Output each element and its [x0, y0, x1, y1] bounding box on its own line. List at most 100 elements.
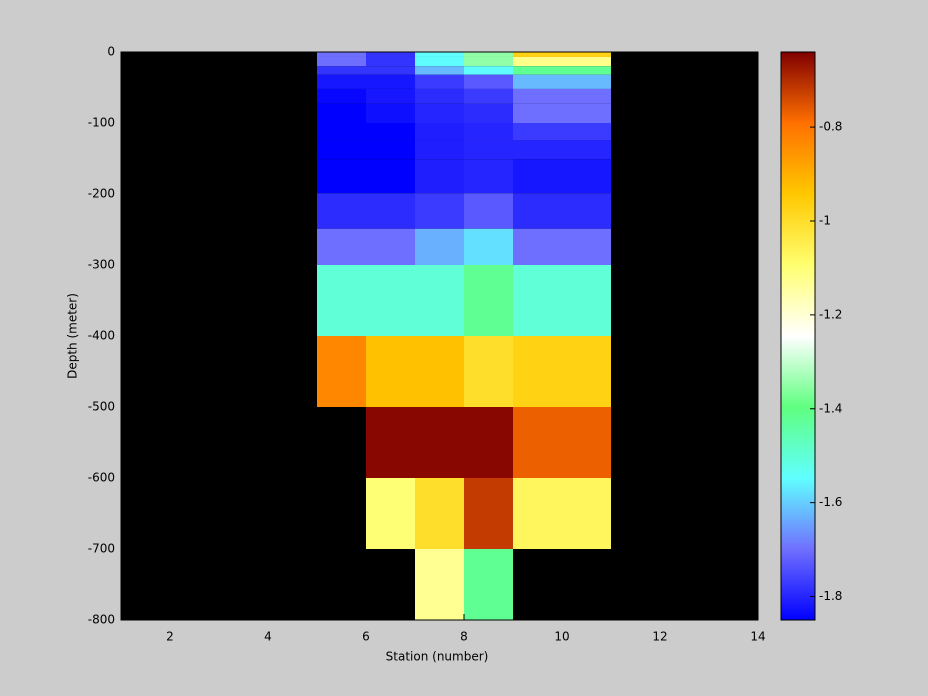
heatmap-cell	[366, 52, 415, 57]
heatmap-cell	[317, 103, 366, 123]
heatmap-cell	[415, 88, 464, 104]
heatmap-cell	[464, 140, 513, 160]
heatmap-cell	[513, 265, 611, 336]
heatmap-cell	[415, 193, 464, 229]
heatmap-cell	[366, 103, 415, 123]
heatmap-cell	[513, 159, 611, 194]
heatmap-cell	[464, 228, 513, 265]
heatmap-cell	[513, 88, 611, 104]
heatmap-cell	[464, 123, 513, 141]
heatmap-cell	[513, 74, 611, 89]
heatmap-cell	[415, 140, 464, 160]
heatmap-cell	[415, 265, 464, 336]
heatmap-cell	[513, 228, 611, 265]
heatmap-cell	[366, 193, 415, 229]
heatmap-cell	[415, 103, 464, 123]
heatmap-cell	[415, 74, 464, 89]
colorbar-tick-label: -0.8	[819, 120, 842, 134]
x-tick-label: 4	[264, 630, 272, 644]
x-tick-label: 12	[652, 630, 667, 644]
heatmap-cell	[464, 66, 513, 75]
colorbar-tick-label: -1.6	[819, 495, 842, 509]
colorbar-tick-label: -1.2	[819, 307, 842, 321]
colorbar-tick-label: -1	[819, 213, 831, 227]
heatmap-cell	[464, 407, 513, 478]
heatmap-cell	[464, 103, 513, 123]
y-tick-label: -200	[88, 187, 115, 201]
heatmap-cell	[415, 336, 464, 407]
heatmap-cell	[415, 549, 464, 620]
heatmap-cell	[464, 478, 513, 549]
heatmap-cell	[415, 123, 464, 141]
heatmap-cell	[513, 478, 611, 549]
heatmap-cell	[366, 74, 415, 89]
heatmap-cell	[464, 549, 513, 620]
heatmap-cell	[464, 56, 513, 67]
x-tick-label: 8	[460, 630, 468, 644]
heatmap-cell	[317, 265, 366, 336]
heatmap-cell	[317, 336, 366, 407]
heatmap-cell	[464, 193, 513, 229]
colorbar	[780, 51, 816, 621]
y-tick-label: -700	[88, 542, 115, 556]
heatmap-cell	[366, 265, 415, 336]
y-tick-label: -800	[88, 613, 115, 627]
heatmap-cell	[317, 140, 366, 160]
heatmap-cell	[317, 123, 366, 141]
x-tick-label: 2	[166, 630, 174, 644]
heatmap-cell	[415, 478, 464, 549]
heatmap-cell	[464, 52, 513, 57]
heatmap-cell	[513, 123, 611, 141]
y-tick-label: -600	[88, 471, 115, 485]
heatmap-cell	[366, 56, 415, 67]
y-tick-label: 0	[107, 45, 115, 59]
heatmap-cell	[366, 478, 415, 549]
heatmap-cell	[366, 88, 415, 104]
colorbar-tick-label: -1.8	[819, 589, 842, 603]
heatmap-cell	[366, 159, 415, 194]
colorbar-tick-label: -1.4	[819, 401, 842, 415]
heatmap-cell	[366, 66, 415, 75]
heatmap-cell	[317, 159, 366, 194]
heatmap-cell	[366, 123, 415, 141]
heatmap-cell	[415, 407, 464, 478]
heatmap-cell	[317, 52, 366, 57]
heatmap-cell	[464, 336, 513, 407]
x-tick-label: 14	[750, 630, 765, 644]
heatmap-cell	[317, 56, 366, 67]
heatmap-cell	[464, 88, 513, 104]
y-tick-label: -300	[88, 258, 115, 272]
heatmap-cell	[513, 52, 611, 57]
heatmap-cell	[513, 56, 611, 67]
heatmap-cell	[366, 140, 415, 160]
heatmap-cell	[513, 336, 611, 407]
heatmap-cell	[317, 66, 366, 75]
heatmap-cell	[513, 66, 611, 75]
heatmap-cell	[464, 265, 513, 336]
heatmap-cell	[317, 74, 366, 89]
y-tick-label: -100	[88, 116, 115, 130]
x-tick-label: 6	[362, 630, 370, 644]
heatmap-cell	[513, 193, 611, 229]
heatmap-cell	[513, 407, 611, 478]
heatmap-cell	[415, 52, 464, 57]
y-tick-label: -400	[88, 329, 115, 343]
heatmap-cell	[366, 407, 415, 478]
heatmap-cell	[513, 103, 611, 123]
heatmap-cell	[415, 228, 464, 265]
heatmap-cell	[366, 228, 415, 265]
heatmap-cell	[317, 228, 366, 265]
x-axis-label: Station (number)	[386, 650, 489, 664]
x-tick-label: 10	[554, 630, 569, 644]
heatmap-cell	[464, 74, 513, 89]
heatmap-cell	[415, 159, 464, 194]
heatmap-cell	[415, 56, 464, 67]
y-axis-label: Depth (meter)	[66, 293, 80, 379]
heatmap-cell	[317, 193, 366, 229]
y-tick-label: -500	[88, 400, 115, 414]
heatmap-cell	[513, 140, 611, 160]
heatmap-cell	[415, 66, 464, 75]
heatmap-cell	[366, 336, 415, 407]
heatmap-cell	[317, 88, 366, 104]
